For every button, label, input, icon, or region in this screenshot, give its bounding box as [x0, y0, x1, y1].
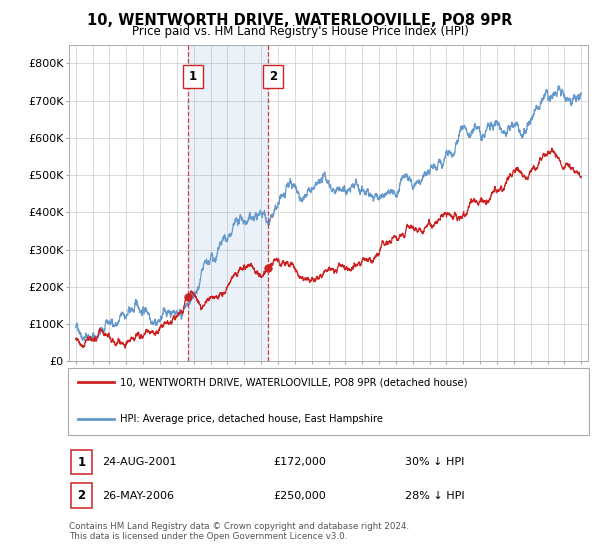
Text: HPI: Average price, detached house, East Hampshire: HPI: Average price, detached house, East…	[120, 414, 383, 423]
Text: Contains HM Land Registry data © Crown copyright and database right 2024.
This d: Contains HM Land Registry data © Crown c…	[69, 522, 409, 542]
Text: £250,000: £250,000	[273, 491, 326, 501]
Text: £172,000: £172,000	[273, 457, 326, 467]
Text: 1: 1	[189, 70, 197, 83]
Point	[183, 293, 193, 302]
Text: Price paid vs. HM Land Registry's House Price Index (HPI): Price paid vs. HM Land Registry's House …	[131, 25, 469, 38]
Text: 26-MAY-2006: 26-MAY-2006	[102, 491, 174, 501]
Text: 1: 1	[77, 455, 86, 469]
Bar	[188, 45, 268, 361]
Text: 2: 2	[269, 70, 277, 83]
Text: 10, WENTWORTH DRIVE, WATERLOOVILLE, PO8 9PR: 10, WENTWORTH DRIVE, WATERLOOVILLE, PO8 …	[88, 13, 512, 28]
Text: 10, WENTWORTH DRIVE, WATERLOOVILLE, PO8 9PR (detached house): 10, WENTWORTH DRIVE, WATERLOOVILLE, PO8 …	[120, 377, 467, 387]
Point	[263, 264, 272, 273]
Text: 30% ↓ HPI: 30% ↓ HPI	[405, 457, 464, 467]
Text: 2: 2	[77, 489, 86, 502]
Text: 28% ↓ HPI: 28% ↓ HPI	[405, 491, 464, 501]
Text: 24-AUG-2001: 24-AUG-2001	[102, 457, 176, 467]
